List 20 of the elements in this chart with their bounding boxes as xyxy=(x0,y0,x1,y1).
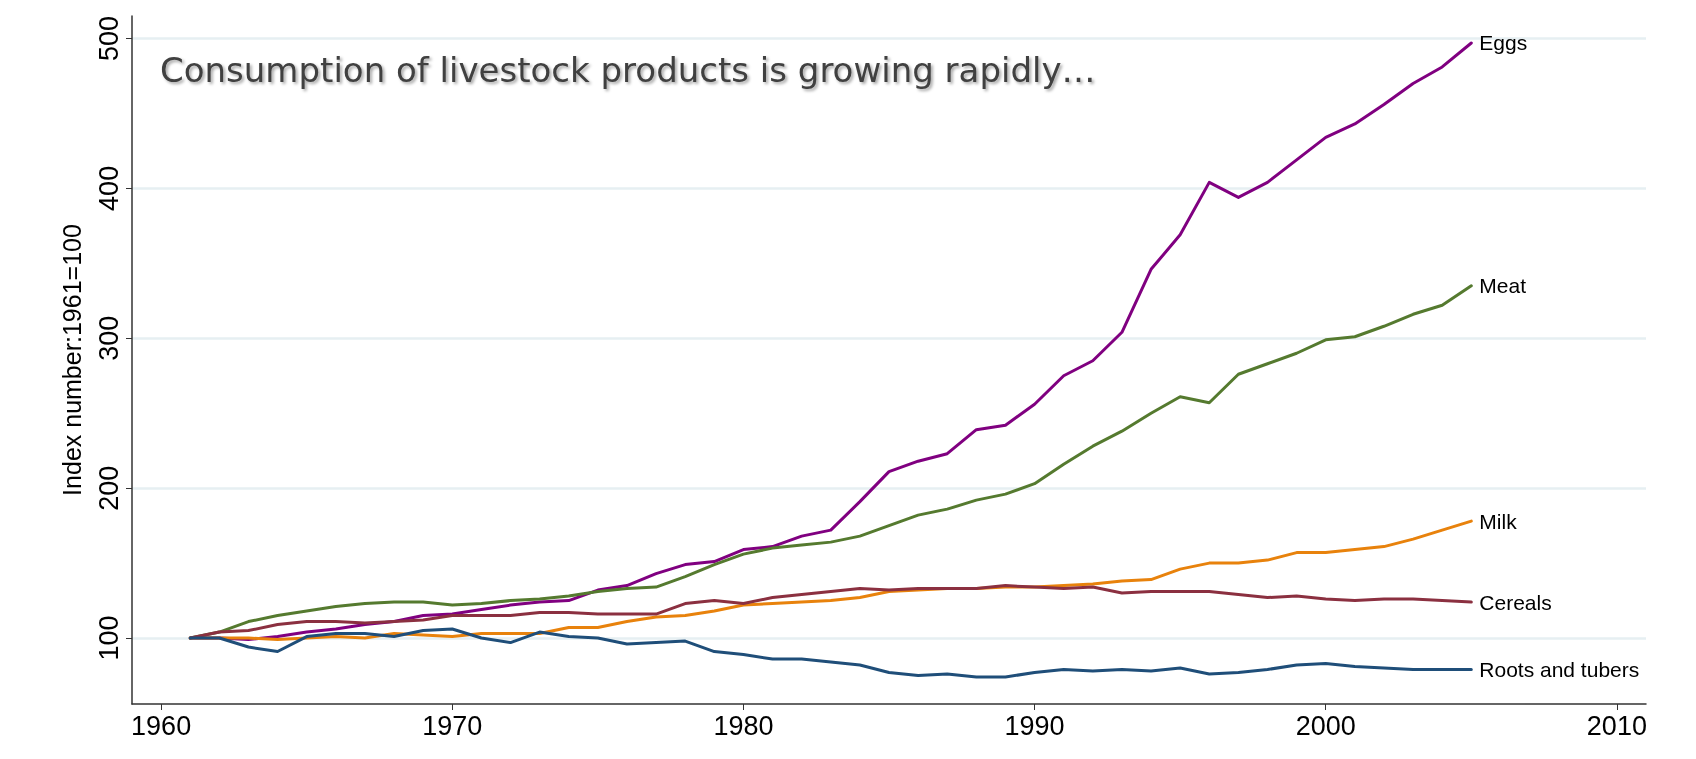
series-label: Roots and tubers xyxy=(1479,658,1640,682)
y-axis-title: Index number:1961=100 xyxy=(57,224,86,496)
x-tick-label: 1970 xyxy=(422,710,483,741)
line-series xyxy=(188,627,1473,679)
line-series xyxy=(188,584,1473,640)
series-label: Meat xyxy=(1479,274,1527,298)
x-tick-label: 1980 xyxy=(713,710,774,741)
x-tick-label: 2000 xyxy=(1295,710,1356,741)
y-tick-label: 500 xyxy=(93,15,124,62)
series-label: Cereals xyxy=(1479,590,1552,614)
y-tick-label: 300 xyxy=(93,315,124,361)
series-label: Eggs xyxy=(1479,31,1528,55)
y-tick-label: 100 xyxy=(93,615,124,661)
x-tick-label: 2010 xyxy=(1586,710,1647,741)
y-tick-label: 400 xyxy=(93,165,124,211)
x-tick-label: 1960 xyxy=(131,710,192,741)
text: Consumption of livestock products is growing rapidly… xyxy=(160,50,1096,90)
y-tick-label: 200 xyxy=(93,465,124,511)
x-tick-label: 1990 xyxy=(1004,710,1065,741)
series-label: Milk xyxy=(1479,509,1518,533)
